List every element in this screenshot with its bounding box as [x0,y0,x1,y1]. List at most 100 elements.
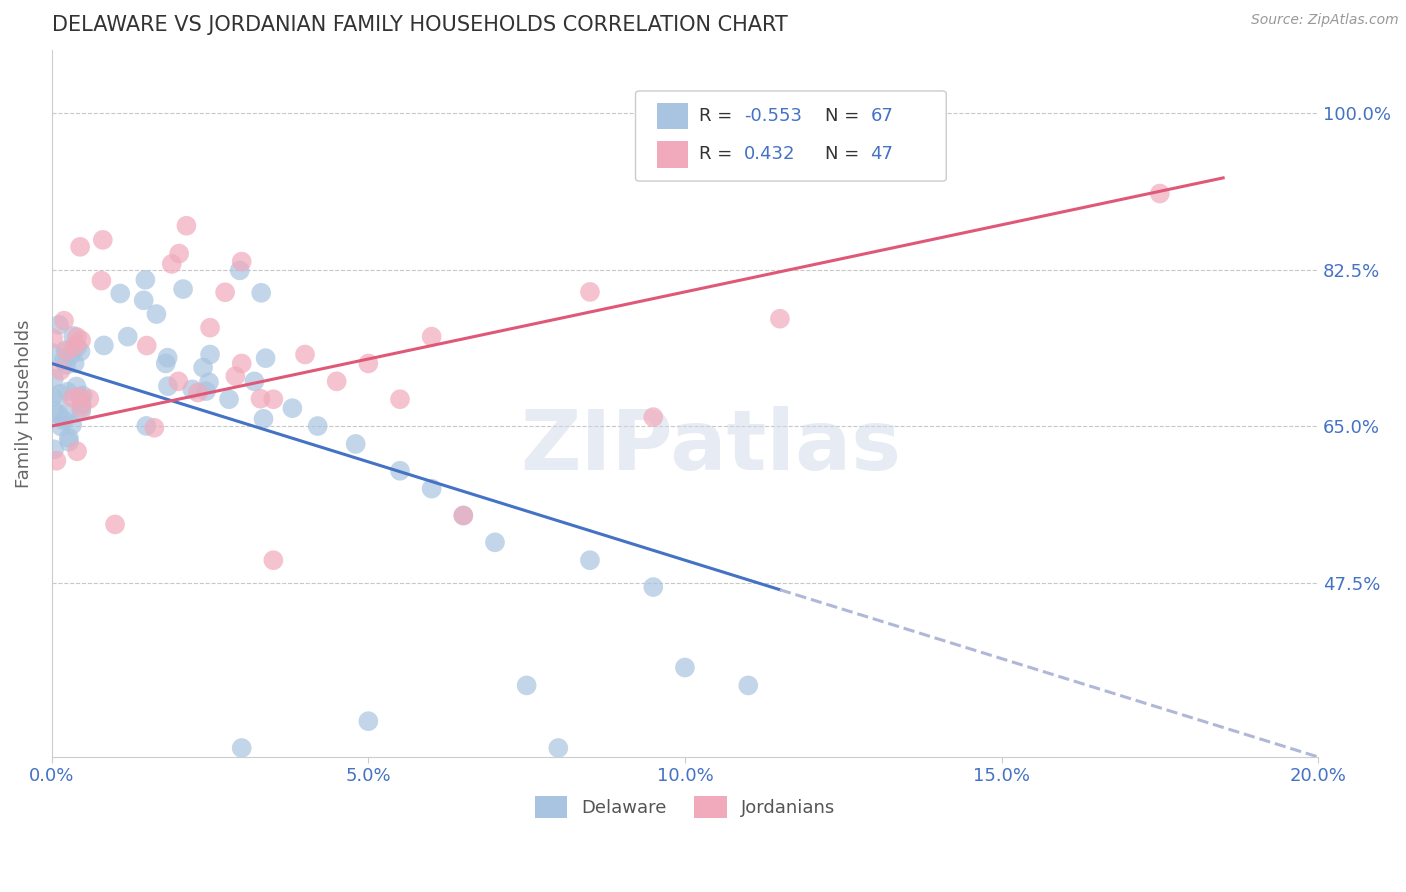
Point [176,219,198,233]
Point [135,338,157,352]
Legend: Delaware, Jordanians: Delaware, Jordanians [527,789,842,826]
Point [117,329,139,343]
Point [254,351,277,366]
Point [53,314,76,328]
Point [70,397,93,411]
Point [156,351,179,365]
Point [262,553,284,567]
Point [55,358,77,372]
Point [52,413,75,427]
Point [357,356,380,370]
Text: 67: 67 [870,107,893,125]
Text: Source: ZipAtlas.com: Source: ZipAtlas.com [1251,13,1399,28]
Text: N =: N = [825,145,865,163]
Point [737,678,759,692]
Point [214,285,236,300]
Point [218,392,240,407]
Point [224,369,246,384]
Point [1149,186,1171,201]
Point [48,318,70,332]
Point [187,385,209,400]
Point [231,356,253,370]
Point [191,360,214,375]
Point [69,344,91,359]
Point [44,442,66,457]
Point [198,347,221,361]
Point [66,444,89,458]
Point [63,339,86,353]
Text: R =: R = [699,107,738,125]
Point [420,329,443,343]
Point [62,329,84,343]
Point [48,407,70,421]
Point [66,340,89,354]
Text: DELAWARE VS JORDANIAN FAMILY HOUSEHOLDS CORRELATION CHART: DELAWARE VS JORDANIAN FAMILY HOUSEHOLDS … [52,15,787,35]
Point [56,405,79,419]
Point [69,391,91,405]
Point [579,285,602,299]
Point [344,437,367,451]
Point [181,383,204,397]
Point [229,263,252,277]
Point [70,404,93,418]
Point [420,482,443,496]
Point [453,508,475,523]
Point [90,274,112,288]
Point [69,390,91,404]
Point [135,418,157,433]
Point [49,387,72,401]
Point [65,379,87,393]
Point [262,392,284,407]
Point [56,344,79,359]
Point [673,660,696,674]
Point [160,257,183,271]
Point [643,410,665,425]
Point [59,348,82,362]
Point [41,390,63,404]
Point [93,338,115,352]
Point [167,375,190,389]
Point [156,379,179,393]
Text: -0.553: -0.553 [744,107,801,125]
Point [249,392,271,406]
Y-axis label: Family Households: Family Households [15,319,32,488]
Point [388,464,411,478]
Point [66,330,89,344]
Point [484,535,506,549]
Point [55,343,77,357]
Point [294,347,316,361]
Point [167,246,190,260]
Point [453,508,475,523]
Point [250,285,273,300]
Point [108,286,131,301]
Text: 0.432: 0.432 [744,145,796,163]
Point [45,454,67,468]
Text: 47: 47 [870,145,893,163]
Point [643,580,665,594]
Point [42,404,65,418]
Point [70,401,93,415]
Point [252,412,274,426]
Point [143,421,166,435]
Point [231,254,253,268]
Text: R =: R = [699,145,744,163]
Point [281,401,304,416]
Point [134,273,156,287]
Point [60,417,83,432]
Point [42,331,65,345]
Text: N =: N = [825,107,865,125]
Point [243,375,266,389]
Point [132,293,155,308]
Point [69,240,91,254]
Point [388,392,411,407]
Point [579,553,602,567]
Point [195,384,218,398]
Point [72,388,94,402]
Point [70,333,93,347]
Point [307,419,329,434]
Point [172,282,194,296]
Point [231,741,253,756]
Point [357,714,380,729]
Point [62,391,84,405]
Point [42,371,65,385]
